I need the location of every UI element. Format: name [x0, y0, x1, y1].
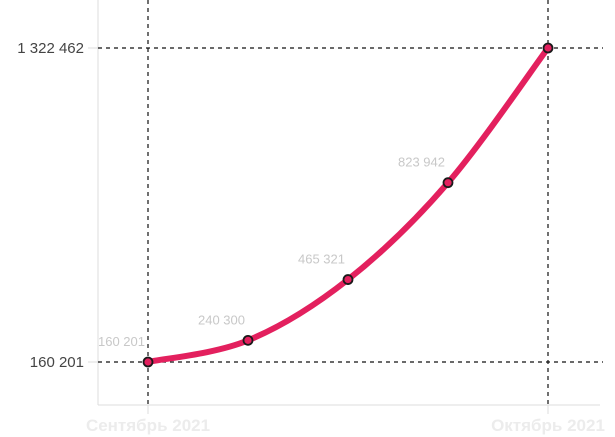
series-layer [142, 42, 554, 368]
y-tick-label: 160 201 [30, 354, 84, 371]
data-point [242, 334, 254, 346]
series-line [145, 45, 551, 365]
data-label: 823 942 [398, 155, 445, 170]
x-tick-label: Сентябрь 2021 [86, 416, 210, 435]
labels-layer: 160 201 240 300 465 321 823 942 160 201 1 322… [17, 40, 605, 435]
data-point [142, 356, 154, 368]
data-point [542, 42, 554, 54]
chart-axes [88, 0, 600, 414]
data-point [442, 177, 454, 189]
data-label: 465 321 [298, 252, 345, 267]
data-label: 160 201 [98, 334, 145, 349]
dashed-guides [98, 0, 603, 405]
y-tick-label: 1 322 462 [17, 40, 84, 57]
x-tick-label: Октябрь 2021 [491, 416, 605, 435]
data-label: 240 300 [198, 312, 245, 327]
data-point [342, 274, 354, 285]
